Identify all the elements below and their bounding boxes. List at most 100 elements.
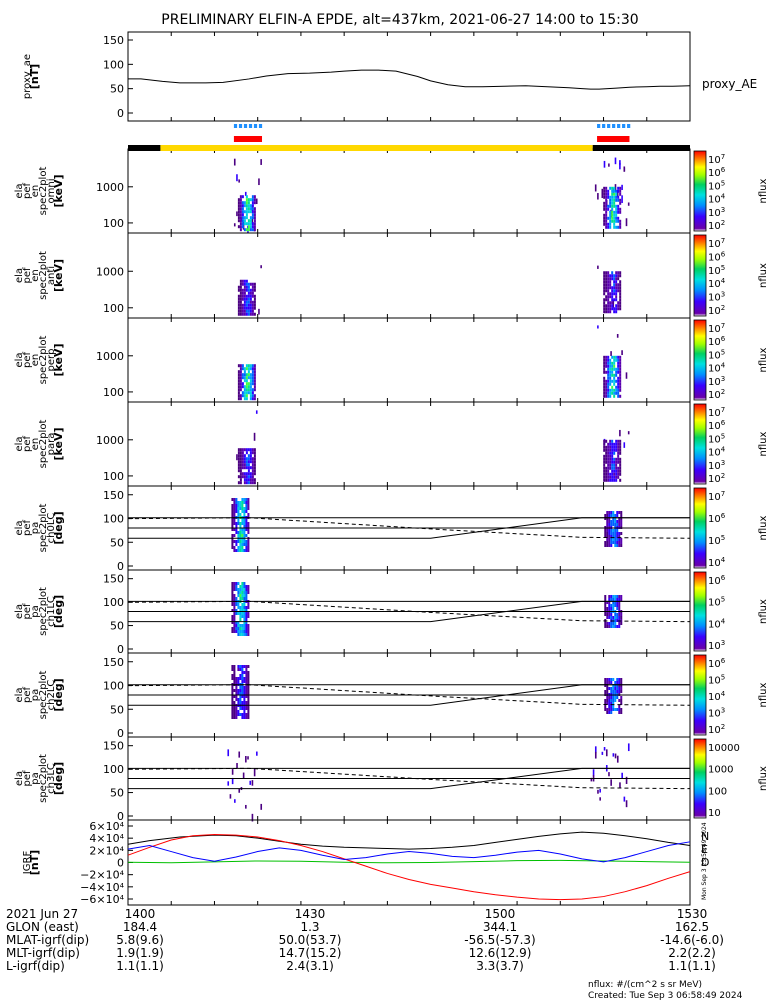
heatmap-cell (247, 469, 250, 473)
heatmap-cell (606, 702, 609, 705)
heatmap-cell (237, 689, 240, 692)
heatmap-cell (243, 475, 246, 479)
heatmap-cell (609, 391, 612, 395)
heatmap-cell (239, 606, 242, 609)
heatmap-cell (239, 294, 242, 298)
heatmap-cell (608, 711, 611, 714)
heatmap-cell (605, 204, 608, 208)
heatmap-cell (247, 680, 250, 683)
heatmap-cell (607, 391, 610, 395)
heatmap-cell (610, 705, 613, 708)
heatmap-cell (610, 702, 613, 705)
ylabel-line: pef (22, 352, 33, 369)
heatmap-cell (606, 625, 609, 628)
heatmap-cell (239, 713, 242, 716)
heatmap-cell (618, 699, 621, 702)
heatmap-cell (613, 280, 616, 284)
y-tick-label: 100 (103, 596, 124, 609)
heatmap-cell (239, 288, 242, 292)
heatmap-cell (612, 538, 615, 541)
heatmap-cell (616, 598, 619, 601)
heatmap-cell (231, 525, 234, 528)
heatmap-cell (237, 451, 240, 455)
heatmap-cell (605, 469, 608, 473)
heatmap-cell (235, 680, 238, 683)
heatmap-cell (603, 286, 606, 290)
heatmap-cell (235, 522, 238, 525)
colorbar-tick-label: 102 (708, 304, 725, 317)
ylabel-line: spec2plot (38, 754, 49, 803)
heatmap-cell (607, 361, 610, 365)
heatmap-cell (237, 448, 240, 452)
heatmap-cell (241, 309, 244, 313)
heatmap-cell (237, 201, 240, 205)
heatmap-cell (249, 457, 252, 461)
heatmap-cell (606, 622, 609, 625)
heatmap-cell (605, 364, 608, 368)
heatmap-cell (619, 478, 622, 482)
heatmap-cell (239, 225, 242, 229)
heatmap-cell (605, 216, 608, 220)
heatmap-cell (237, 612, 240, 615)
heatmap-cell (610, 604, 613, 607)
heatmap-cell (606, 511, 609, 514)
heatmap-cell (614, 690, 617, 693)
heatmap-cell (239, 285, 242, 289)
heatmap-cell (233, 549, 236, 552)
heatmap-cell (233, 680, 236, 683)
heatmap-cell (243, 627, 246, 630)
y-tick-label: 4×10⁴ (89, 832, 124, 845)
heatmap-cell (609, 460, 612, 464)
heatmap-cell (241, 692, 244, 695)
heatmap-cell (605, 295, 608, 299)
heatmap-cell (245, 288, 248, 292)
heatmap-cell (241, 510, 244, 513)
axis-row-value: 3.3(3.7) (476, 959, 524, 973)
heatmap-cell (243, 379, 246, 383)
axis-row-value: 1500 (485, 907, 516, 921)
heatmap-cell (245, 504, 248, 507)
heatmap-cell (249, 373, 252, 377)
heatmap-cell (603, 192, 606, 196)
heatmap-cell (619, 367, 622, 371)
heatmap-cell (608, 514, 611, 517)
heatmap-cell (243, 591, 246, 594)
heatmap-cell (255, 410, 258, 414)
colorbar-tick-label: 105 (708, 674, 725, 687)
heatmap-cell (612, 604, 615, 607)
heatmap-cell (615, 385, 618, 389)
colorbar (693, 403, 707, 485)
colorbar-tick-label: 105 (708, 179, 725, 192)
heatmap-cell (616, 604, 619, 607)
heatmap-cell (619, 271, 622, 275)
heatmap-cell (604, 532, 607, 535)
heatmap-cell (611, 442, 614, 446)
heatmap-cell (615, 289, 618, 293)
heatmap-cell (231, 534, 234, 537)
heatmap-cell (239, 481, 242, 485)
axis-row-label: MLT-igrf(dip) (6, 946, 80, 960)
heatmap-cell (245, 624, 248, 627)
heatmap-cell (239, 501, 242, 504)
heatmap-cell (233, 612, 236, 615)
heatmap-cell (613, 361, 616, 365)
heatmap-cell (249, 312, 252, 316)
heatmap-cell (233, 498, 236, 501)
heatmap-cell (609, 213, 612, 217)
heatmap-cell (251, 213, 254, 217)
heatmap-cell (617, 277, 620, 281)
heatmap-cell (235, 498, 238, 501)
heatmap-cell (612, 523, 615, 526)
heatmap-cell (241, 303, 244, 307)
heatmap-cell (608, 678, 611, 681)
heatmap-cell (613, 472, 616, 476)
heatmap-cell (614, 622, 617, 625)
heatmap-cell (231, 591, 234, 594)
heatmap-cell (608, 544, 611, 547)
ylabel-line: ela (14, 771, 25, 786)
heatmap-cell (607, 280, 610, 284)
heatmap-cell (606, 541, 609, 544)
heatmap-cell (613, 186, 616, 190)
heatmap-cell (243, 713, 246, 716)
heatmap-cell (237, 385, 240, 389)
